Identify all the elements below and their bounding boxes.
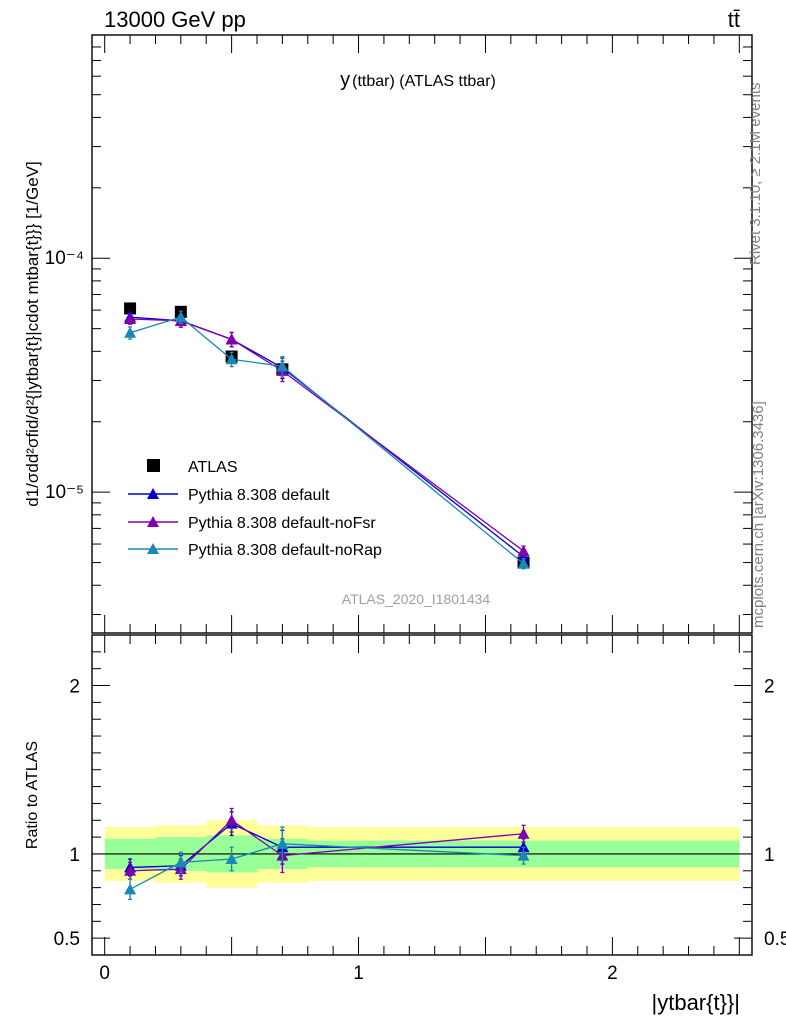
x-axis-label: |ytbar{t}}| bbox=[652, 990, 741, 1015]
x-tick-label: 0 bbox=[99, 963, 110, 984]
mc-point-noRap bbox=[517, 557, 530, 569]
y-axis-label: d1/σdd²σfid/d²{|ytbar{t}|cdot mtbar{t}}}… bbox=[23, 161, 42, 506]
header-right: tt̄ bbox=[728, 7, 740, 32]
ratio-y-tick-label: 1 bbox=[69, 845, 80, 866]
legend-marker-norap bbox=[147, 543, 159, 554]
ratio-point-noRap bbox=[517, 849, 530, 861]
ratio-point-noRap bbox=[276, 837, 289, 849]
ratio-point-noFsr bbox=[517, 827, 530, 839]
header-left: 13000 GeV pp bbox=[104, 7, 246, 32]
legend-label-default: Pythia 8.308 default bbox=[188, 487, 330, 504]
legend-label-atlas: ATLAS bbox=[188, 459, 238, 476]
mc-point-noFsr bbox=[124, 312, 137, 324]
ratio-y-axis-label: Ratio to ATLAS bbox=[24, 741, 41, 849]
ratio-point-noRap bbox=[174, 856, 187, 868]
mc-point-noRap bbox=[124, 326, 137, 338]
ratio-y-tick-label: 0.5 bbox=[764, 929, 786, 950]
mc-point-noRap bbox=[174, 311, 187, 323]
legend-marker-default bbox=[147, 488, 159, 499]
main-title: y (ttbar) (ATLAS ttbar) bbox=[340, 69, 496, 91]
mc-point-noRap bbox=[276, 360, 289, 372]
ratio-y-tick-label: 2 bbox=[69, 677, 80, 698]
ratio-y-tick-label: 1 bbox=[764, 845, 775, 866]
ratio-point-noFsr bbox=[124, 864, 137, 876]
ratio-y-tick-label: 2 bbox=[764, 677, 775, 698]
analysis-watermark: ATLAS_2020_I1801434 bbox=[342, 591, 491, 607]
mc-point-noFsr bbox=[517, 545, 530, 557]
atlas-data-point bbox=[124, 302, 137, 315]
data-series bbox=[124, 302, 530, 901]
rivet-label: Rivet 3.1.10, ≥ 2.1M events bbox=[747, 83, 764, 266]
y-tick-label: 10⁻⁵ bbox=[45, 482, 84, 503]
main-frame bbox=[91, 34, 753, 634]
y-tick-label: 10⁻⁴ bbox=[45, 248, 84, 269]
mcplots-label: mcplots.cern.ch [arXiv:1306.3436] bbox=[750, 401, 767, 628]
uncertainty-bands bbox=[92, 820, 752, 888]
ratio-y-tick-label: 0.5 bbox=[54, 929, 80, 950]
axes: 10⁻⁴ 10⁻⁵ 0 1 2 0.5 0.5 1 1 2 2 bbox=[45, 35, 786, 984]
ratio-frame bbox=[91, 634, 753, 956]
legend: ATLAS Pythia 8.308 default Pythia 8.308 … bbox=[128, 459, 382, 559]
legend-marker-atlas bbox=[147, 459, 160, 472]
x-tick-label: 2 bbox=[607, 963, 618, 984]
mc-point-noRap bbox=[225, 353, 238, 365]
ratio-point-noRap bbox=[124, 883, 137, 895]
legend-label-norap: Pythia 8.308 default-noRap bbox=[188, 542, 382, 559]
legend-marker-nofsr bbox=[147, 516, 159, 527]
mc-point-noFsr bbox=[225, 333, 238, 345]
legend-label-nofsr: Pythia 8.308 default-noFsr bbox=[188, 515, 376, 532]
ratio-point-noFsr bbox=[225, 814, 238, 826]
x-tick-label: 1 bbox=[353, 963, 364, 984]
ratio-point-noRap bbox=[225, 853, 238, 864]
